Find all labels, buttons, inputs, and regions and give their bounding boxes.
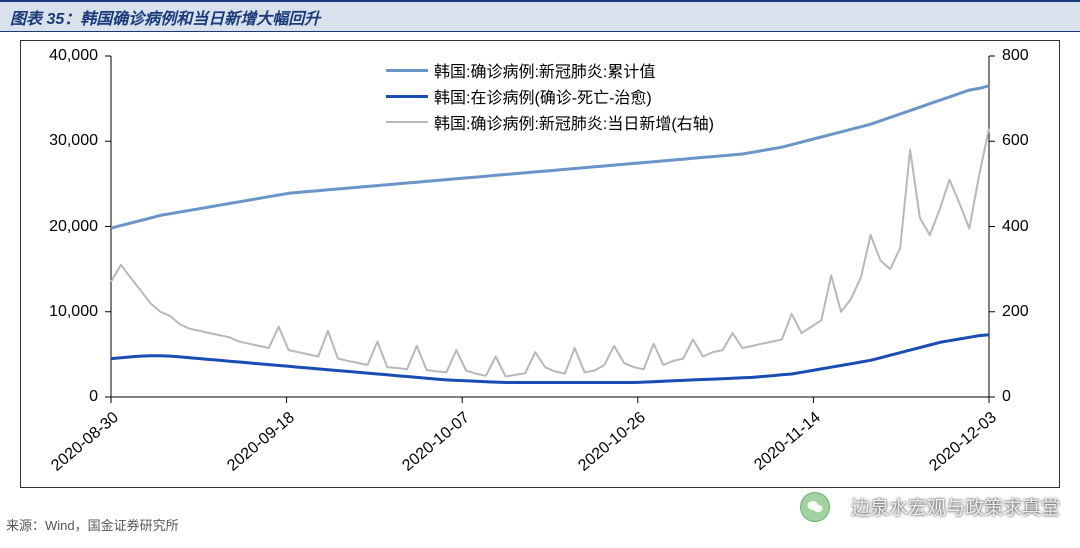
- y-right-tick: 800: [1002, 47, 1029, 65]
- x-tick: 2020-10-26: [575, 409, 649, 475]
- wechat-icon: [800, 492, 830, 522]
- y-right-tick: 0: [1002, 388, 1011, 406]
- legend: 韩国:确诊病例:新冠肺炎:累计值韩国:在诊病例(确诊-死亡-治愈)韩国:确诊病例…: [386, 56, 714, 136]
- x-tick: 2020-08-30: [48, 409, 122, 475]
- y-right-tick: 200: [1002, 303, 1029, 321]
- chart-frame: 010,00020,00030,00040,000 0200400600800 …: [20, 40, 1060, 488]
- legend-label: 韩国:确诊病例:新冠肺炎:当日新增(右轴): [434, 110, 714, 134]
- x-tick: 2020-09-18: [224, 409, 298, 475]
- chart-title: 图表 35：韩国确诊病例和当日新增大幅回升: [10, 5, 320, 29]
- plot-area: 韩国:确诊病例:新冠肺炎:累计值韩国:在诊病例(确诊-死亡-治愈)韩国:确诊病例…: [111, 56, 989, 397]
- wechat-glyph: [806, 498, 824, 516]
- legend-swatch: [386, 95, 428, 98]
- x-tick: 2020-12-03: [926, 409, 1000, 475]
- x-tick: 2020-10-07: [399, 409, 473, 475]
- legend-label: 韩国:确诊病例:新冠肺炎:累计值: [434, 58, 655, 82]
- y-left-tick: 20,000: [49, 218, 98, 236]
- legend-item: 韩国:在诊病例(确诊-死亡-治愈): [386, 84, 714, 108]
- y-left-tick: 30,000: [49, 132, 98, 150]
- legend-swatch: [386, 69, 428, 72]
- legend-label: 韩国:在诊病例(确诊-死亡-治愈): [434, 84, 652, 108]
- legend-item: 韩国:确诊病例:新冠肺炎:当日新增(右轴): [386, 110, 714, 134]
- source-text: 来源：Wind，国金证券研究所: [6, 515, 179, 534]
- y-right-tick: 600: [1002, 132, 1029, 150]
- watermark-text: 边泉水宏观与政策求真堂: [851, 493, 1060, 520]
- x-axis: 2020-08-302020-09-182020-10-072020-10-26…: [111, 397, 989, 487]
- x-tick: 2020-11-14: [752, 409, 825, 475]
- y-left-tick: 0: [89, 388, 98, 406]
- legend-swatch: [386, 121, 428, 123]
- y-left-tick: 40,000: [49, 47, 98, 65]
- chart-header: 图表 35：韩国确诊病例和当日新增大幅回升: [0, 0, 1080, 32]
- y-left-tick: 10,000: [49, 303, 98, 321]
- series-daily_new: [111, 129, 989, 377]
- y-axis-right: 0200400600800: [994, 56, 1059, 397]
- legend-item: 韩国:确诊病例:新冠肺炎:累计值: [386, 58, 714, 82]
- y-right-tick: 400: [1002, 218, 1029, 236]
- y-axis-left: 010,00020,00030,00040,000: [21, 56, 106, 397]
